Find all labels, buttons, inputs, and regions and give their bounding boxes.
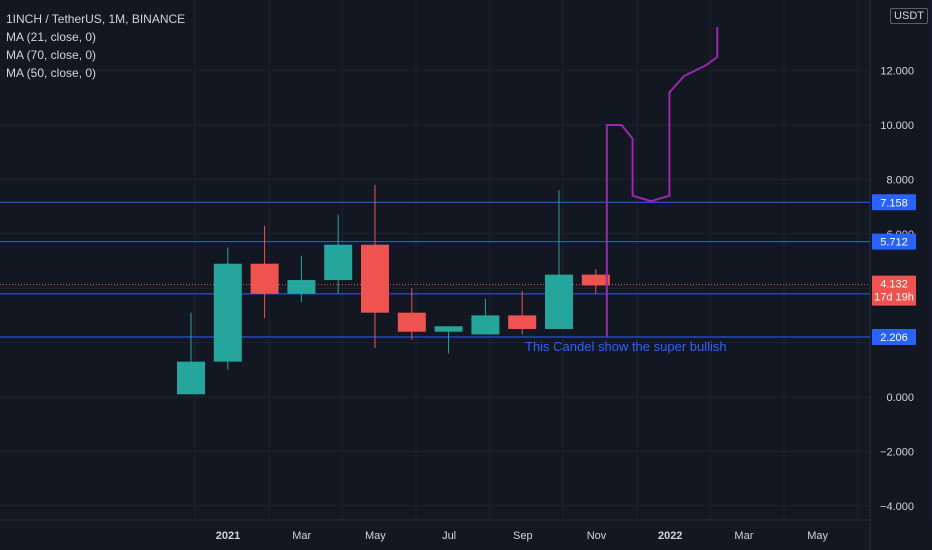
x-tick-label: May [365,530,386,542]
candle-body[interactable] [287,280,316,294]
candle-body[interactable] [471,315,500,335]
y-tick-label: 12.000 [880,66,914,78]
candle-body[interactable] [397,312,426,332]
candle-body[interactable] [250,263,279,294]
candle-body[interactable] [508,315,537,329]
legend-ma-70: MA (70, close, 0) [6,48,97,62]
y-tick-label: 8.000 [886,174,914,186]
y-tick-label: −2.000 [880,446,914,458]
x-tick-label: Sep [513,530,533,542]
projection-drawing[interactable] [605,27,719,338]
x-tick-label: 2022 [658,530,682,542]
candle-body[interactable] [177,361,205,395]
y-tick-label: 10.000 [880,120,914,132]
annotation-text[interactable]: This Candel show the super bullish [525,339,727,354]
current-price-label: 4.132 [880,279,908,291]
countdown-label: 17d 19h [874,292,914,304]
legend-ma-21: MA (21, close, 0) [6,30,97,44]
level-price-label: 7.158 [880,197,908,209]
current-price-badge [872,275,916,306]
candle-body[interactable] [213,263,242,362]
level-price-badge [872,328,916,345]
y-tick-label: −4.000 [880,501,914,513]
x-tick-label: Nov [587,530,607,542]
candle-body[interactable] [434,326,463,332]
x-tick-label: Mar [734,530,753,542]
level-price-badge [872,194,916,211]
level-price-label: 5.712 [880,237,908,249]
x-tick-label: 2021 [216,530,240,542]
y-tick-label: 0.000 [886,392,914,404]
level-price-label: 2.206 [880,332,908,344]
candle-body[interactable] [361,244,389,313]
x-tick-label: May [807,530,828,542]
legend-ma-50: MA (50, close, 0) [6,66,97,80]
legend-symbol: 1INCH / TetherUS, 1M, BINANCE [6,12,186,26]
currency-badge[interactable]: USDT [890,8,928,24]
candle-body[interactable] [324,244,353,281]
x-tick-label: Mar [292,530,311,542]
candle-body[interactable] [581,274,610,286]
chart-legend: 1INCH / TetherUS, 1M, BINANCE MA (21, cl… [6,10,185,82]
x-tick-label: Jul [442,530,456,542]
candle-body[interactable] [545,274,573,329]
level-price-badge [872,233,916,250]
